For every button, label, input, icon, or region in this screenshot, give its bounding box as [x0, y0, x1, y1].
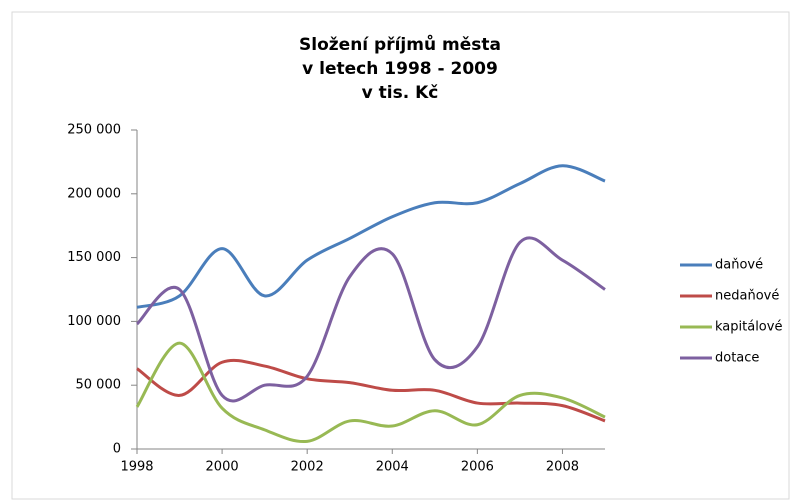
y-tick-label: 100 000 [67, 314, 121, 329]
y-tick-label: 150 000 [67, 250, 121, 265]
y-tick-label: 250 000 [67, 123, 121, 138]
legend-label: daňové [715, 258, 763, 273]
y-tick-label: 0 [113, 442, 121, 457]
series-line [136, 358, 606, 423]
y-tick-label: 50 000 [76, 378, 122, 393]
legend-label: nedaňové [715, 289, 779, 304]
series-line [136, 164, 606, 309]
x-tick-label: 1998 [120, 460, 153, 475]
series-line [135, 341, 606, 444]
x-tick-label: 2006 [461, 460, 494, 475]
x-tick-label: 2002 [291, 460, 324, 475]
x-tick-label: 2008 [546, 460, 579, 475]
x-tick-label: 2000 [206, 460, 239, 475]
chart-title: v letech 1998 - 2009 [302, 59, 498, 79]
legend-label: kapitálové [715, 320, 782, 335]
legend-label: dotace [715, 351, 759, 366]
series-line [135, 236, 606, 403]
chart-title: Složení příjmů města [299, 33, 501, 55]
chart-frame [11, 11, 790, 500]
y-tick-label: 200 000 [67, 186, 121, 201]
x-tick-label: 2004 [376, 460, 409, 475]
chart-title: v tis. Kč [362, 83, 439, 103]
